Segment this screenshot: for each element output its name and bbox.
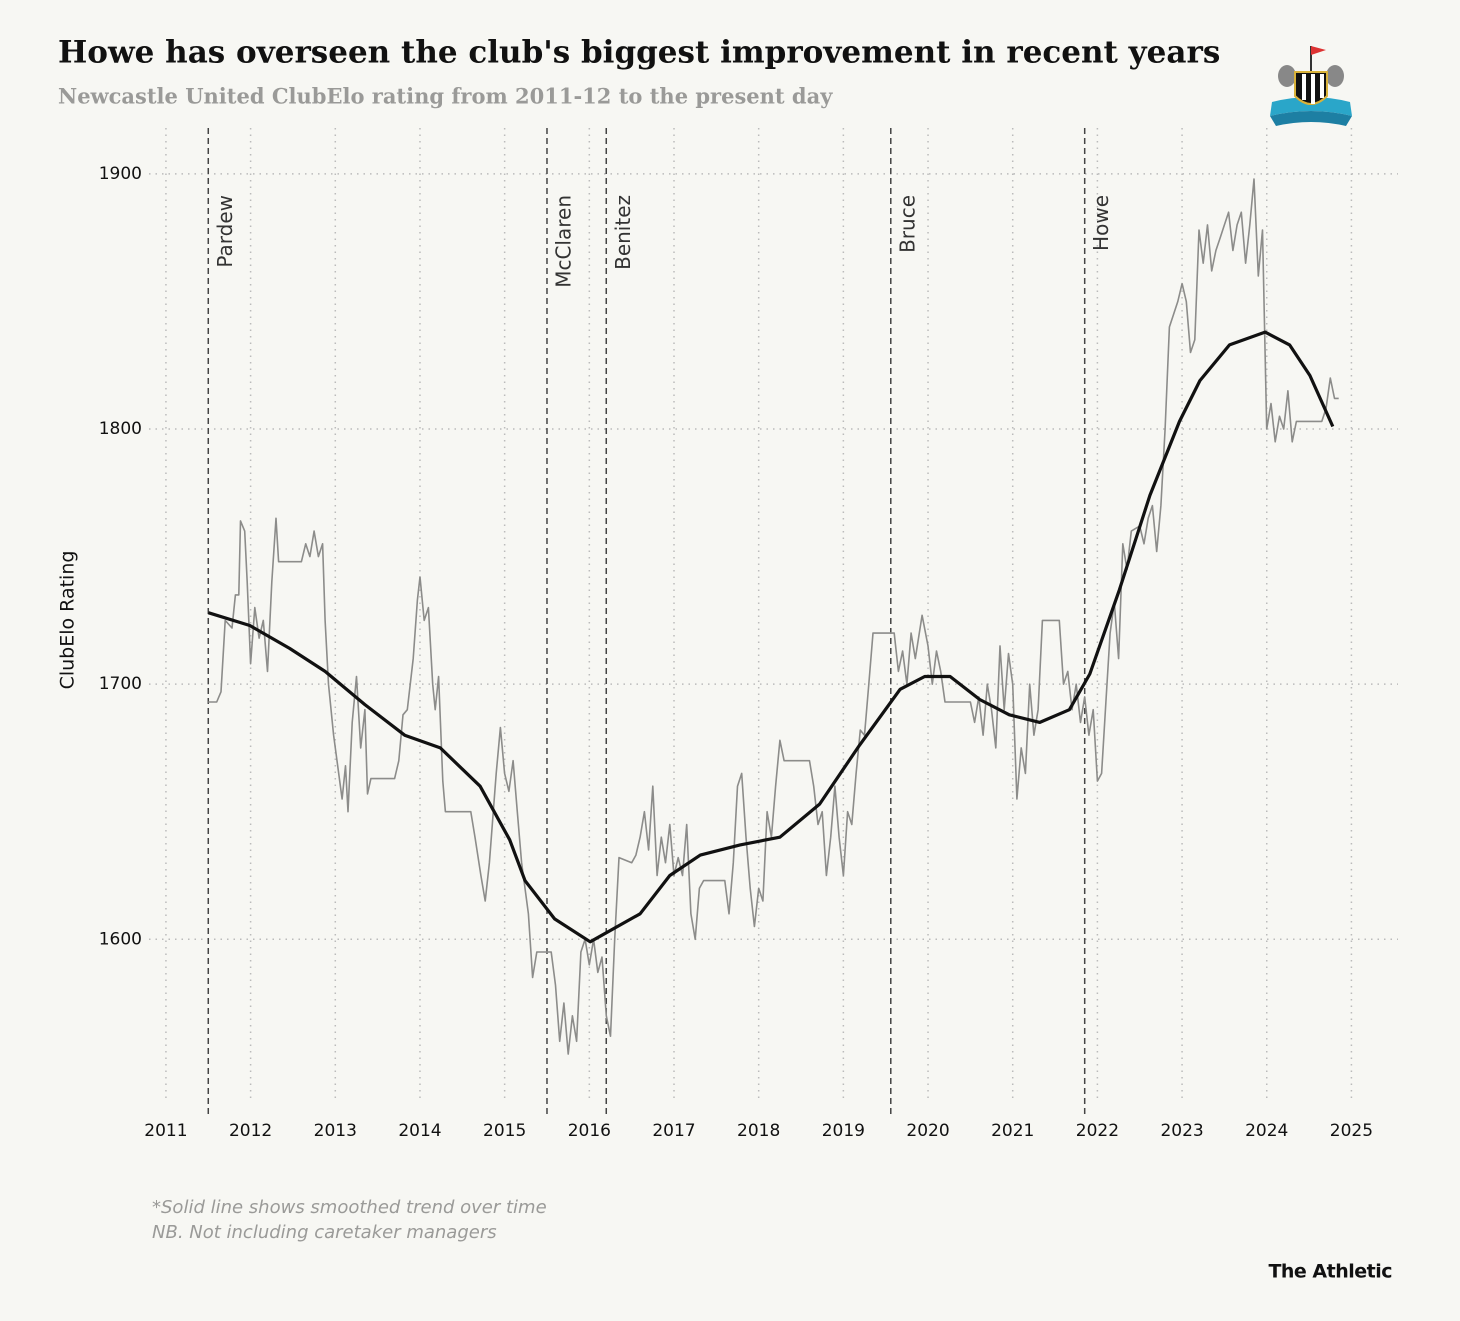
y-tick-label: 1600 <box>99 929 142 949</box>
club-crest <box>1270 46 1352 126</box>
y-tick-label: 1700 <box>99 674 142 694</box>
x-tick-label: 2025 <box>1330 1121 1373 1141</box>
series-line <box>208 178 1339 1055</box>
x-tick-label: 2011 <box>144 1121 187 1141</box>
x-tick-label: 2021 <box>991 1121 1034 1141</box>
manager-label: Pardew <box>213 195 237 268</box>
x-tick-label: 2020 <box>906 1121 949 1141</box>
chart-subtitle: Newcastle United ClubElo rating from 201… <box>58 84 833 109</box>
x-tick-label: 2016 <box>568 1121 611 1141</box>
x-tick-label: 2013 <box>314 1121 357 1141</box>
manager-label: Benitez <box>611 195 635 270</box>
x-tick-label: 2024 <box>1245 1121 1288 1141</box>
y-axis-label: ClubElo Rating <box>57 551 79 690</box>
x-tick-label: 2017 <box>652 1121 695 1141</box>
manager-label: Howe <box>1089 195 1113 251</box>
series-line <box>207 330 1335 944</box>
chart-title: Howe has overseen the club's biggest imp… <box>58 35 1220 71</box>
x-tick-label: 2018 <box>737 1121 780 1141</box>
y-tick-label: 1900 <box>99 164 142 184</box>
x-tick-label: 2015 <box>483 1121 526 1141</box>
source: The Athletic <box>1268 1261 1392 1283</box>
x-tick-label: 2014 <box>398 1121 441 1141</box>
x-tick-label: 2023 <box>1160 1121 1203 1141</box>
x-tick-label: 2019 <box>822 1121 865 1141</box>
note: *Solid line shows smoothed trend over ti… <box>152 1197 547 1218</box>
note: NB. Not including caretaker managers <box>152 1222 497 1243</box>
x-tick-label: 2012 <box>229 1121 272 1141</box>
x-tick-label: 2022 <box>1076 1121 1119 1141</box>
manager-label: McClaren <box>551 195 575 288</box>
manager-label: Bruce <box>895 195 919 253</box>
y-tick-label: 1800 <box>99 419 142 439</box>
